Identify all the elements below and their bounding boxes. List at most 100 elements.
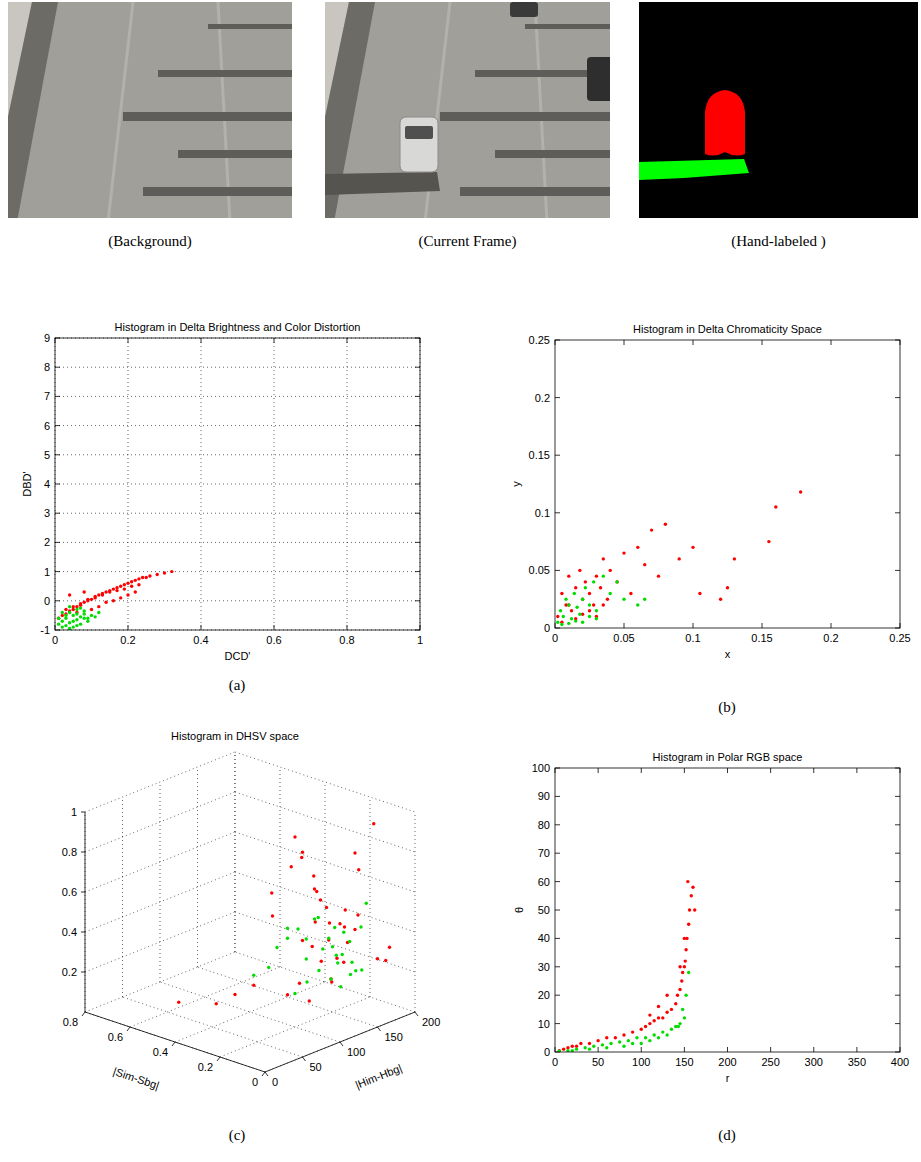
data-point	[57, 617, 60, 620]
data-point	[558, 1049, 561, 1052]
tick-mark	[555, 938, 560, 939]
tick-label: 100	[532, 762, 550, 774]
tick-label: 0.15	[751, 632, 772, 644]
data-point	[648, 1013, 651, 1016]
data-point	[75, 605, 78, 608]
car-window	[405, 126, 433, 139]
tick-mark	[55, 513, 60, 514]
tick-label: 3	[44, 507, 50, 519]
tick-label: 0	[544, 622, 550, 634]
tick-mark	[201, 338, 202, 343]
tick-mark	[172, 1042, 175, 1046]
data-point	[636, 546, 639, 549]
data-point	[75, 608, 78, 611]
data-point	[574, 586, 577, 589]
road	[325, 2, 610, 218]
data-point	[320, 960, 323, 963]
data-point	[640, 1028, 643, 1031]
tick-mark	[415, 484, 420, 485]
tick-label: 0.6	[108, 1031, 123, 1043]
grid-line	[85, 752, 235, 812]
grid-line	[85, 812, 86, 1012]
tick-mark	[347, 338, 348, 343]
tick-label: 50	[538, 904, 550, 916]
data-point	[665, 1033, 668, 1036]
data-point	[330, 980, 333, 983]
photo	[8, 2, 292, 218]
data-point	[595, 574, 598, 577]
tick-mark	[555, 570, 560, 571]
data-point	[643, 563, 646, 566]
tick-label: 90	[538, 790, 550, 802]
grid-line	[274, 338, 275, 630]
data-point	[687, 923, 690, 926]
data-point	[356, 913, 359, 916]
tick-mark	[895, 824, 900, 825]
data-point	[343, 925, 346, 928]
data-point	[327, 937, 330, 940]
panel-caption: (a)	[229, 677, 246, 694]
tick-mark	[415, 600, 420, 601]
data-point	[104, 590, 107, 593]
data-point	[97, 605, 100, 608]
car	[400, 117, 438, 172]
data-point	[570, 609, 573, 612]
tick-mark	[813, 768, 814, 773]
data-point	[126, 582, 129, 585]
tick-mark	[82, 1012, 85, 1016]
tick-mark	[727, 1047, 728, 1052]
data-point	[684, 994, 687, 997]
grid-line	[55, 513, 420, 514]
tick-label: 0	[272, 1076, 278, 1088]
y-axis-title: θ	[513, 907, 525, 913]
tick-label: 0.2	[823, 632, 838, 644]
tick-label: 0	[544, 1046, 550, 1058]
grid-line	[55, 396, 420, 397]
data-point	[581, 598, 584, 601]
data-point	[588, 1042, 591, 1045]
panel-caption: (b)	[718, 699, 736, 716]
data-point	[354, 969, 357, 972]
tick-mark	[415, 542, 420, 543]
data-point	[115, 589, 118, 592]
tick-mark	[641, 768, 642, 773]
data-point	[308, 999, 311, 1002]
median-strip	[8, 2, 58, 218]
data-point	[596, 1039, 599, 1042]
tick-label: -1	[40, 624, 50, 636]
tick-mark	[598, 1047, 599, 1052]
data-point	[233, 993, 236, 996]
data-point	[615, 580, 618, 583]
tick-label: 50	[592, 1056, 604, 1068]
tick-label: 0.15	[529, 449, 550, 461]
data-point	[163, 571, 166, 574]
y-axis-title: |Sim-Sbg|	[112, 1065, 161, 1092]
tick-mark	[895, 910, 900, 911]
data-point	[93, 595, 96, 598]
data-point	[350, 961, 353, 964]
data-point	[57, 622, 60, 625]
data-point	[83, 612, 86, 615]
data-point	[566, 1049, 569, 1052]
tick-label: 0.4	[62, 926, 77, 938]
tick-mark	[55, 600, 60, 601]
data-point	[636, 603, 639, 606]
tick-label: 100	[632, 1056, 650, 1068]
pole-shadow	[208, 24, 292, 29]
tick-mark	[770, 1047, 771, 1052]
figure: (Background)(Current Frame)(Hand-labeled…	[0, 0, 921, 1162]
data-point	[567, 622, 570, 625]
data-point	[698, 592, 701, 595]
data-point	[640, 1042, 643, 1045]
points	[177, 822, 391, 1005]
tick-label: 8	[44, 361, 50, 373]
data-point	[365, 902, 368, 905]
data-point	[215, 1002, 218, 1005]
data-point	[602, 557, 605, 560]
x-axis-title: x	[725, 648, 731, 660]
tick-mark	[831, 623, 832, 628]
data-point	[574, 619, 577, 622]
data-point	[64, 624, 67, 627]
data-point	[601, 1043, 604, 1046]
tick-mark	[340, 1042, 343, 1046]
